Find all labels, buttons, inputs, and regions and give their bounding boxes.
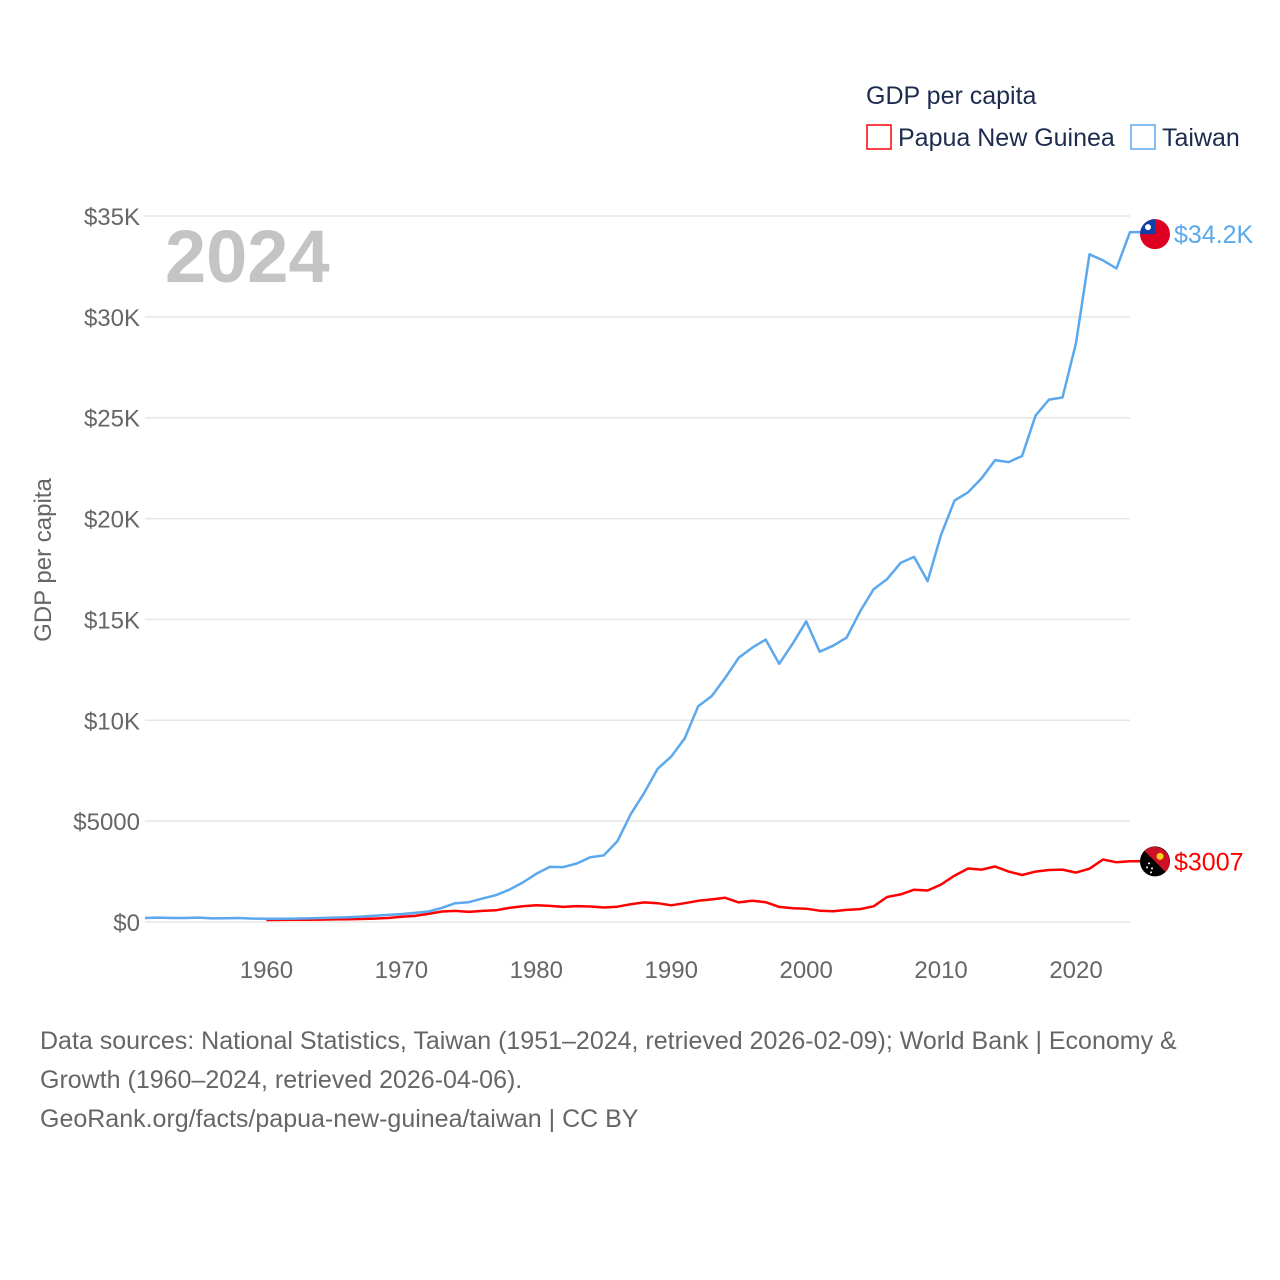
x-tick-label: 1980: [510, 957, 563, 984]
series-end-label: $3007: [1174, 848, 1244, 876]
y-tick-label: $10K: [84, 708, 140, 735]
footer: Data sources: National Statistics, Taiwa…: [40, 1022, 1240, 1139]
series-end-label: $34.2K: [1174, 221, 1254, 249]
legend-swatch-taiwan: [1130, 124, 1156, 150]
legend-item-taiwan[interactable]: Taiwan: [1130, 124, 1240, 152]
x-tick-label: 1970: [375, 957, 428, 984]
legend-item-papua-new-guinea[interactable]: Papua New Guinea: [866, 124, 1115, 152]
taiwan-flag-icon: [1140, 219, 1170, 250]
papua-new-guinea-flag-icon: [1140, 846, 1170, 877]
series-lines: [144, 230, 1140, 922]
y-tick-label: $25K: [84, 406, 140, 433]
x-tick-label: 2010: [914, 957, 967, 984]
year-watermark: 2024: [165, 215, 330, 298]
x-tick-label: 2020: [1049, 957, 1102, 984]
y-tick-label: $5000: [73, 809, 140, 836]
x-tick-label: 1960: [240, 957, 293, 984]
source-link[interactable]: GeoRank.org/facts/papua-new-guinea/taiwa…: [40, 1105, 639, 1133]
line-chart: $0 $5000 $10K $15K $20K $25K $30K $35K 1960 1970…: [30, 82, 1254, 984]
x-axis-ticks: 1960 1970 1980 1990 2000 2010 2020: [240, 957, 1103, 984]
series-line-papua-new-guinea: [266, 858, 1140, 922]
grid-lines: [145, 215, 1130, 923]
data-sources: Data sources: National Statistics, Taiwa…: [40, 1027, 1177, 1094]
legend-swatch-papua-new-guinea: [866, 124, 892, 150]
y-tick-label: $35K: [84, 204, 140, 231]
y-tick-label: $15K: [84, 607, 140, 634]
x-tick-label: 1990: [645, 957, 698, 984]
y-tick-label: $20K: [84, 507, 140, 534]
legend-label: Papua New Guinea: [898, 124, 1115, 152]
y-tick-label: $30K: [84, 305, 140, 332]
series-line-taiwan: [144, 230, 1140, 921]
legend-label: Taiwan: [1162, 124, 1240, 152]
y-axis-label: GDP per capita: [30, 478, 57, 642]
x-tick-label: 2000: [779, 957, 832, 984]
series-end-labels: $3007 $34.2K: [1140, 219, 1254, 877]
legend-title: GDP per capita: [866, 82, 1037, 110]
y-tick-label: $0: [113, 910, 140, 937]
y-axis-ticks: $0 $5000 $10K $15K $20K $25K $30K $35K: [73, 204, 140, 937]
